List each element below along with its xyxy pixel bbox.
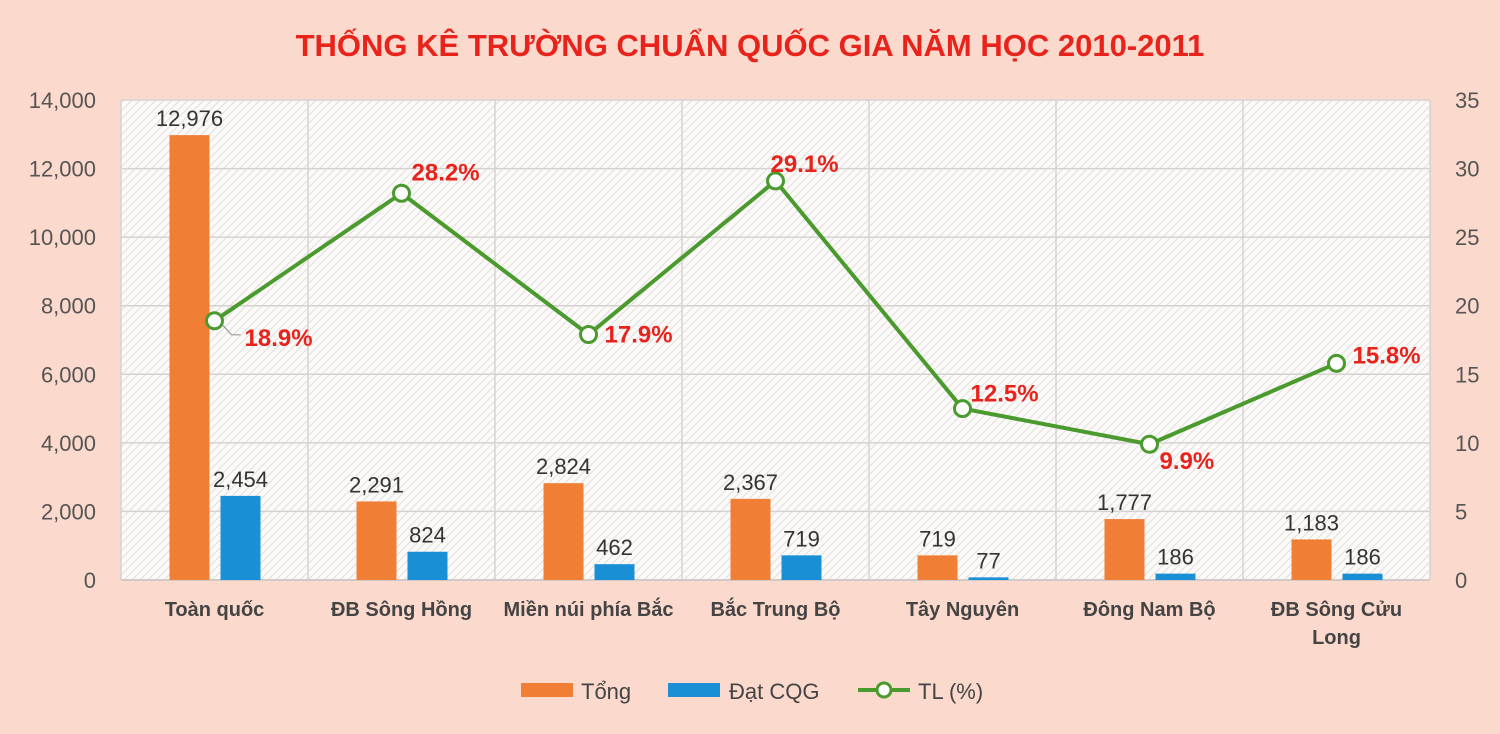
category-label: Đông Nam Bộ — [1083, 599, 1215, 621]
data-label-tong: 2,824 — [536, 454, 591, 479]
legend-swatch-dat-cqg — [668, 683, 720, 697]
line-point-tl — [579, 325, 598, 345]
category-label: Bắc Trung Bộ — [710, 597, 840, 621]
bar-dat-cqg — [781, 555, 822, 580]
data-label-dat-cqg: 77 — [976, 548, 1000, 573]
data-label-tl-percent: 29.1% — [771, 151, 839, 178]
category-label-line: Đông Nam Bộ — [1083, 599, 1215, 621]
legend-label-tl: TL (%) — [918, 679, 983, 704]
data-label-dat-cqg: 462 — [596, 535, 633, 560]
category-label: ĐB Sông Cửu Long — [1271, 599, 1402, 649]
data-label-tong: 1,183 — [1284, 510, 1339, 535]
legend: Tổng Đạt CQG TL (%) — [521, 679, 983, 704]
data-label-dat-cqg: 186 — [1344, 545, 1381, 570]
line-point-tl — [953, 399, 972, 419]
category-label-line: Long — [1312, 627, 1361, 649]
chart-title: THỐNG KÊ TRƯỜNG CHUẨN QUỐC GIA NĂM HỌC 2… — [296, 27, 1205, 63]
bar-dat-cqg — [407, 551, 448, 580]
legend-label-tong: Tổng — [581, 679, 631, 704]
category-label: Tây Nguyên — [906, 599, 1019, 621]
data-label-dat-cqg: 824 — [409, 523, 446, 548]
data-label-tl-percent: 15.8% — [1353, 342, 1421, 369]
y-right-tick-label: 35 — [1455, 88, 1479, 113]
bar-dat-cqg — [1342, 573, 1383, 580]
y-left-tick-label: 14,000 — [29, 88, 96, 113]
y-left-tick-label: 6,000 — [41, 362, 96, 387]
category-label-line: Toàn quốc — [165, 599, 265, 621]
bar-tong — [917, 555, 958, 580]
data-label-tong: 12,976 — [156, 106, 223, 131]
data-label-tong: 1,777 — [1097, 490, 1152, 515]
category-label: Toàn quốc — [165, 599, 265, 621]
data-label-dat-cqg: 2,454 — [213, 467, 268, 492]
y-right-tick-label: 0 — [1455, 568, 1467, 593]
y-right-tick-label: 30 — [1455, 157, 1479, 182]
category-label: ĐB Sông Hồng — [331, 599, 472, 621]
line-point-tl — [205, 311, 224, 331]
data-label-tl-percent: 17.9% — [605, 322, 673, 349]
data-label-dat-cqg: 719 — [783, 526, 820, 551]
y-right-tick-label: 25 — [1455, 225, 1479, 250]
y-left-tick-label: 10,000 — [29, 225, 96, 250]
line-point-tl — [1140, 434, 1159, 454]
bar-tong — [1104, 519, 1145, 580]
data-label-tong: 719 — [919, 526, 956, 551]
category-label-line: Tây Nguyên — [906, 599, 1019, 621]
data-label-tong: 2,367 — [723, 470, 778, 495]
bar-tong — [543, 483, 584, 580]
data-label-tl-percent: 18.9% — [245, 325, 313, 352]
bar-tong — [1291, 539, 1332, 580]
y-left-tick-label: 12,000 — [29, 157, 96, 182]
y-left-tick-label: 4,000 — [41, 431, 96, 456]
bar-tong — [730, 498, 771, 580]
category-label-line: ĐB Sông Hồng — [331, 599, 472, 621]
legend-label-dat-cqg: Đạt CQG — [729, 679, 819, 704]
category-label: Miền núi phía Bắc — [503, 597, 673, 621]
y-right-tick-label: 15 — [1455, 362, 1479, 387]
y-left-tick-label: 2,000 — [41, 499, 96, 524]
data-label-tong: 2,291 — [349, 472, 404, 497]
legend-swatch-tl-marker — [875, 681, 893, 699]
bar-dat-cqg — [1155, 573, 1196, 580]
data-label-dat-cqg: 186 — [1157, 545, 1194, 570]
data-label-tl-percent: 12.5% — [971, 381, 1039, 408]
legend-swatch-tong — [521, 683, 573, 697]
data-label-tl-percent: 9.9% — [1160, 448, 1215, 475]
y-right-tick-label: 10 — [1455, 431, 1479, 456]
category-label-line: ĐB Sông Cửu — [1271, 599, 1402, 621]
category-label-line: Bắc Trung Bộ — [710, 597, 840, 621]
line-point-tl — [766, 171, 785, 191]
line-point-tl — [392, 183, 411, 203]
bar-dat-cqg — [968, 577, 1009, 580]
y-right-tick-label: 5 — [1455, 499, 1467, 524]
bar-tong — [356, 501, 397, 580]
category-label-line: Miền núi phía Bắc — [503, 597, 673, 621]
y-left-tick-label: 0 — [84, 568, 96, 593]
bar-dat-cqg — [220, 495, 261, 580]
y-left-tick-label: 8,000 — [41, 294, 96, 319]
y-right-tick-label: 20 — [1455, 294, 1479, 319]
leader-line — [222, 324, 241, 336]
data-label-tl-percent: 28.2% — [412, 159, 480, 186]
line-point-tl — [1327, 353, 1346, 373]
plot-area: 0 2,000 4,000 6,000 8,000 10,000 12,000 14,000 0… — [29, 88, 1480, 704]
bar-dat-cqg — [594, 564, 635, 580]
bar-tong — [169, 135, 210, 580]
